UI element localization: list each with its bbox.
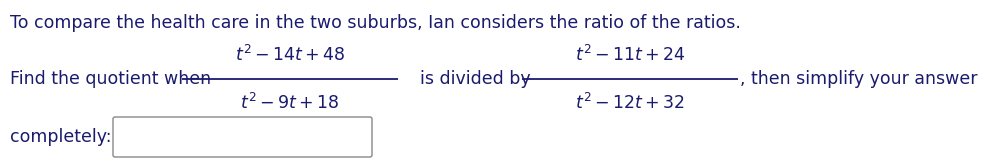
Text: Find the quotient when: Find the quotient when <box>10 70 211 88</box>
Text: is divided by: is divided by <box>420 70 531 88</box>
Text: completely:: completely: <box>10 128 111 146</box>
FancyBboxPatch shape <box>113 117 372 157</box>
Text: $t^2 - 11t + 24$: $t^2 - 11t + 24$ <box>574 45 685 65</box>
Text: $t^2 - 14t + 48$: $t^2 - 14t + 48$ <box>234 45 346 65</box>
Text: To compare the health care in the two suburbs, Ian considers the ratio of the ra: To compare the health care in the two su… <box>10 14 740 32</box>
Text: $t^2 - 9t + 18$: $t^2 - 9t + 18$ <box>240 93 340 113</box>
Text: $t^2 - 12t + 32$: $t^2 - 12t + 32$ <box>575 93 685 113</box>
Text: , then simplify your answer: , then simplify your answer <box>740 70 978 88</box>
